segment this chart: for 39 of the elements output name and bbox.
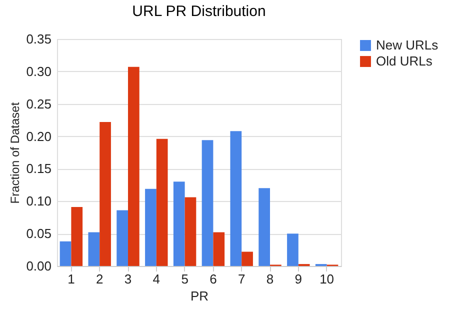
y-tick-label: 0.35 xyxy=(26,32,52,46)
y-tick-label: 0.30 xyxy=(26,64,52,79)
x-tick-label: 9 xyxy=(294,272,302,286)
x-axis-title: PR xyxy=(190,288,209,304)
bar xyxy=(145,188,156,266)
x-tick-label: 10 xyxy=(320,272,334,286)
bar xyxy=(60,241,72,266)
bar xyxy=(242,252,253,266)
chart-title: URL PR Distribution xyxy=(132,3,266,20)
bar xyxy=(213,232,225,266)
bar xyxy=(230,131,242,266)
x-tick-label: 2 xyxy=(96,272,104,286)
bar xyxy=(71,206,83,266)
bar xyxy=(88,232,100,266)
x-tick-label: 5 xyxy=(181,272,188,286)
bar xyxy=(100,122,111,266)
bar xyxy=(258,188,270,266)
bar xyxy=(156,138,168,266)
y-axis-title: Fraction of Dataset xyxy=(8,102,22,204)
x-tick-label: 4 xyxy=(152,272,160,286)
y-tick-label: 0.05 xyxy=(26,226,52,242)
y-tick-label: 0.15 xyxy=(26,161,52,176)
legend-label: Old URLs xyxy=(376,54,433,68)
y-tick-label: 0.20 xyxy=(26,128,52,144)
x-tick-label: 1 xyxy=(68,272,75,286)
bar xyxy=(184,197,196,266)
bar xyxy=(128,66,140,266)
bar xyxy=(173,182,185,266)
y-tick-label: 0.10 xyxy=(26,194,52,209)
bar xyxy=(116,210,128,266)
legend-label: New URLs xyxy=(376,38,439,52)
x-tick-label: 3 xyxy=(124,272,132,286)
x-tick-label: 8 xyxy=(266,272,274,286)
bar xyxy=(287,234,298,266)
y-tick-label: 0.25 xyxy=(26,96,52,112)
x-tick-label: 6 xyxy=(210,272,217,286)
y-tick-label: 0.00 xyxy=(26,258,52,274)
bar xyxy=(202,140,214,266)
x-tick-label: 7 xyxy=(238,272,246,286)
